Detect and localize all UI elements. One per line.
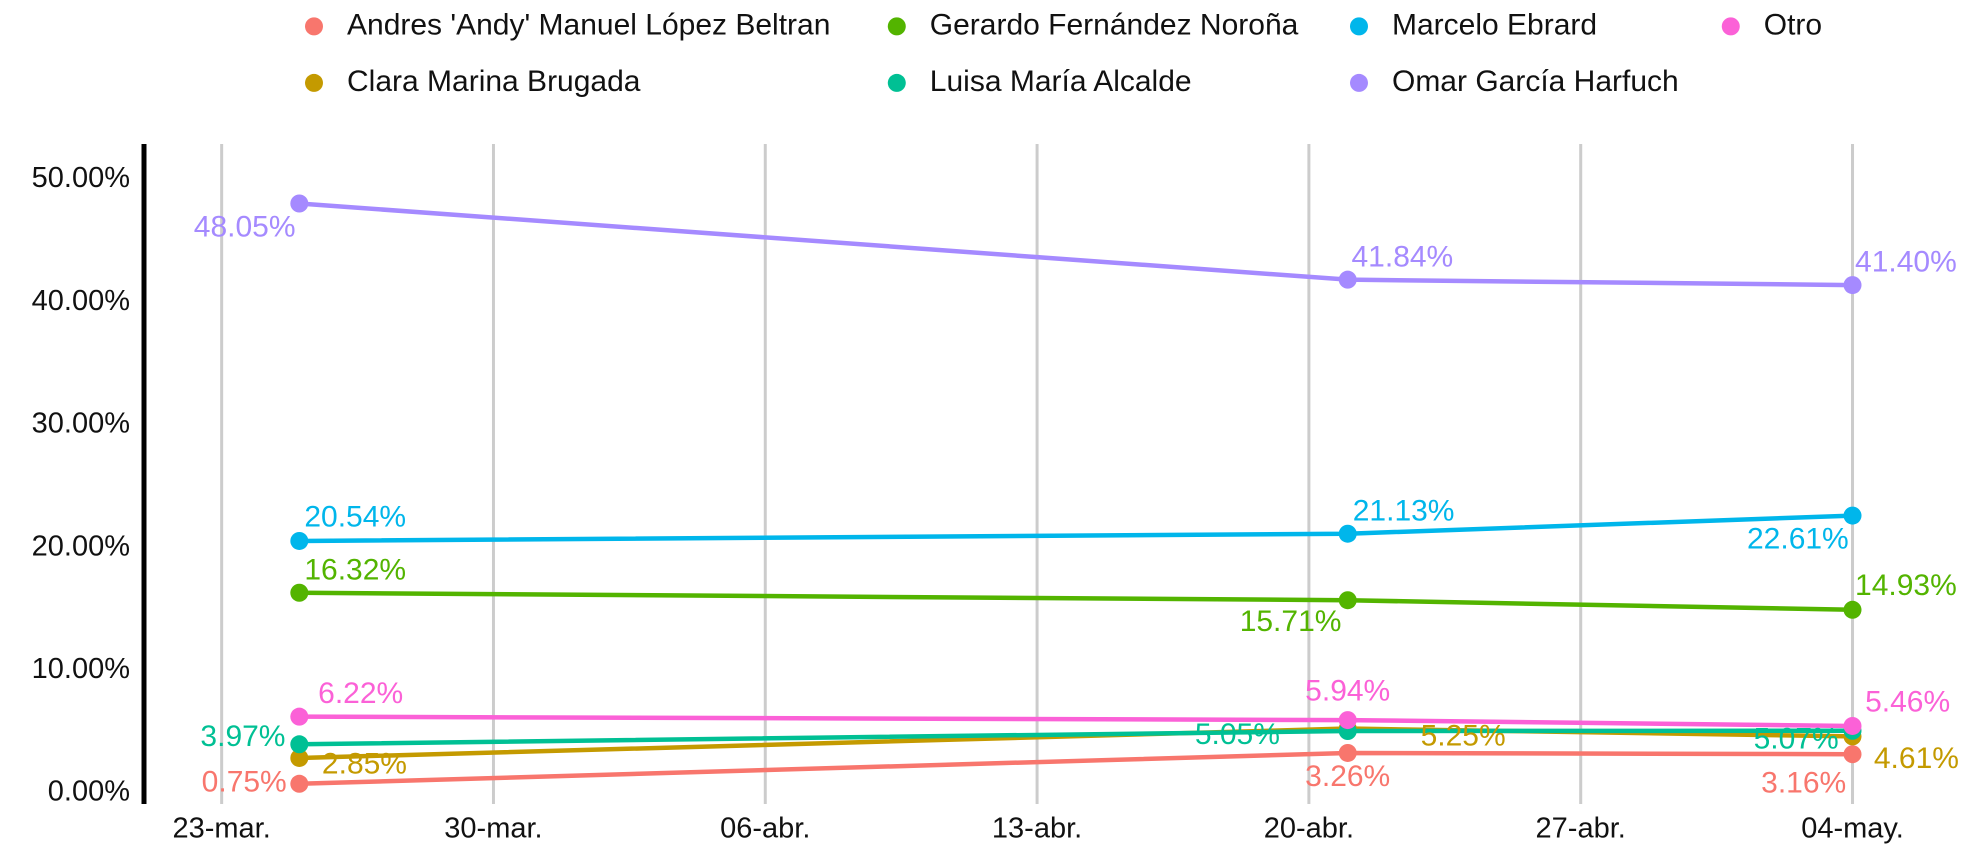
data-label: 0.75% <box>202 766 287 799</box>
data-label: 41.40% <box>1855 246 1957 279</box>
legend-marker <box>305 17 323 36</box>
point <box>290 774 309 793</box>
point <box>290 735 309 754</box>
data-label: 5.07% <box>1754 723 1839 756</box>
data-label: 6.22% <box>318 677 403 710</box>
legend-label: Otro <box>1764 8 1822 41</box>
legend-marker <box>1349 73 1368 92</box>
point <box>290 194 309 213</box>
y-tick-label: 40.00% <box>32 285 130 317</box>
series-line <box>299 714 1853 729</box>
legend-label: Andres 'Andy' Manuel López Beltran <box>347 8 830 41</box>
point <box>1843 716 1862 735</box>
data-label: 21.13% <box>1353 494 1455 527</box>
data-label: 4.61% <box>1874 742 1959 775</box>
data-label: 41.84% <box>1351 240 1453 273</box>
x-tick-label: 27-abr. <box>1536 813 1626 845</box>
point <box>290 531 309 550</box>
point <box>290 583 309 602</box>
legend-label: Clara Marina Brugada <box>347 65 641 98</box>
legend-label: Omar García Harfuch <box>1392 65 1679 98</box>
point <box>1843 276 1862 295</box>
y-tick-label: 20.00% <box>32 530 130 562</box>
data-label: 5.05% <box>1195 718 1280 751</box>
data-label: 20.54% <box>304 500 406 533</box>
series-line <box>299 513 1853 544</box>
x-tick-label: 23-mar. <box>172 813 270 845</box>
series-line <box>299 590 1853 613</box>
series-line <box>299 201 1853 288</box>
data-label: 15.71% <box>1240 605 1342 638</box>
point <box>1338 524 1357 543</box>
legend-label: Gerardo Fernández Noroña <box>930 8 1299 41</box>
legend-label: Marcelo Ebrard <box>1392 8 1597 41</box>
data-label: 16.32% <box>304 553 406 586</box>
data-label: 14.93% <box>1855 569 1957 602</box>
x-tick-label: 30-mar. <box>444 813 542 845</box>
data-label: 5.25% <box>1421 719 1506 752</box>
point <box>1843 506 1862 525</box>
point <box>1338 711 1357 730</box>
series-line <box>299 750 1853 787</box>
data-label: 2.85% <box>322 747 407 780</box>
legend-label: Luisa María Alcalde <box>930 65 1192 98</box>
legend-marker <box>1349 17 1368 36</box>
legend-marker <box>887 73 906 92</box>
point <box>290 748 309 767</box>
x-tick-label: 20-abr. <box>1264 813 1354 845</box>
y-tick-label: 50.00% <box>32 162 130 194</box>
point <box>1843 600 1862 619</box>
point <box>1843 745 1862 764</box>
x-tick-label: 04-may. <box>1801 813 1904 845</box>
legend-marker <box>887 17 906 36</box>
y-tick-label: 0.00% <box>48 776 130 808</box>
data-label: 3.16% <box>1761 766 1846 799</box>
data-label: 5.46% <box>1865 685 1950 718</box>
point <box>1338 591 1357 610</box>
point <box>1338 270 1357 289</box>
point <box>290 707 309 726</box>
x-tick-label: 13-abr. <box>992 813 1082 845</box>
point <box>1338 743 1357 762</box>
data-label: 22.61% <box>1747 523 1849 556</box>
data-label: 48.05% <box>194 211 296 244</box>
data-label: 3.26% <box>1305 760 1390 793</box>
legend-marker <box>305 73 323 92</box>
y-tick-label: 10.00% <box>32 653 130 685</box>
data-label: 5.94% <box>1305 674 1390 707</box>
y-tick-label: 30.00% <box>32 408 130 440</box>
data-label: 3.97% <box>200 720 285 753</box>
legend-marker <box>1721 17 1740 36</box>
x-tick-label: 06-abr. <box>720 813 810 845</box>
